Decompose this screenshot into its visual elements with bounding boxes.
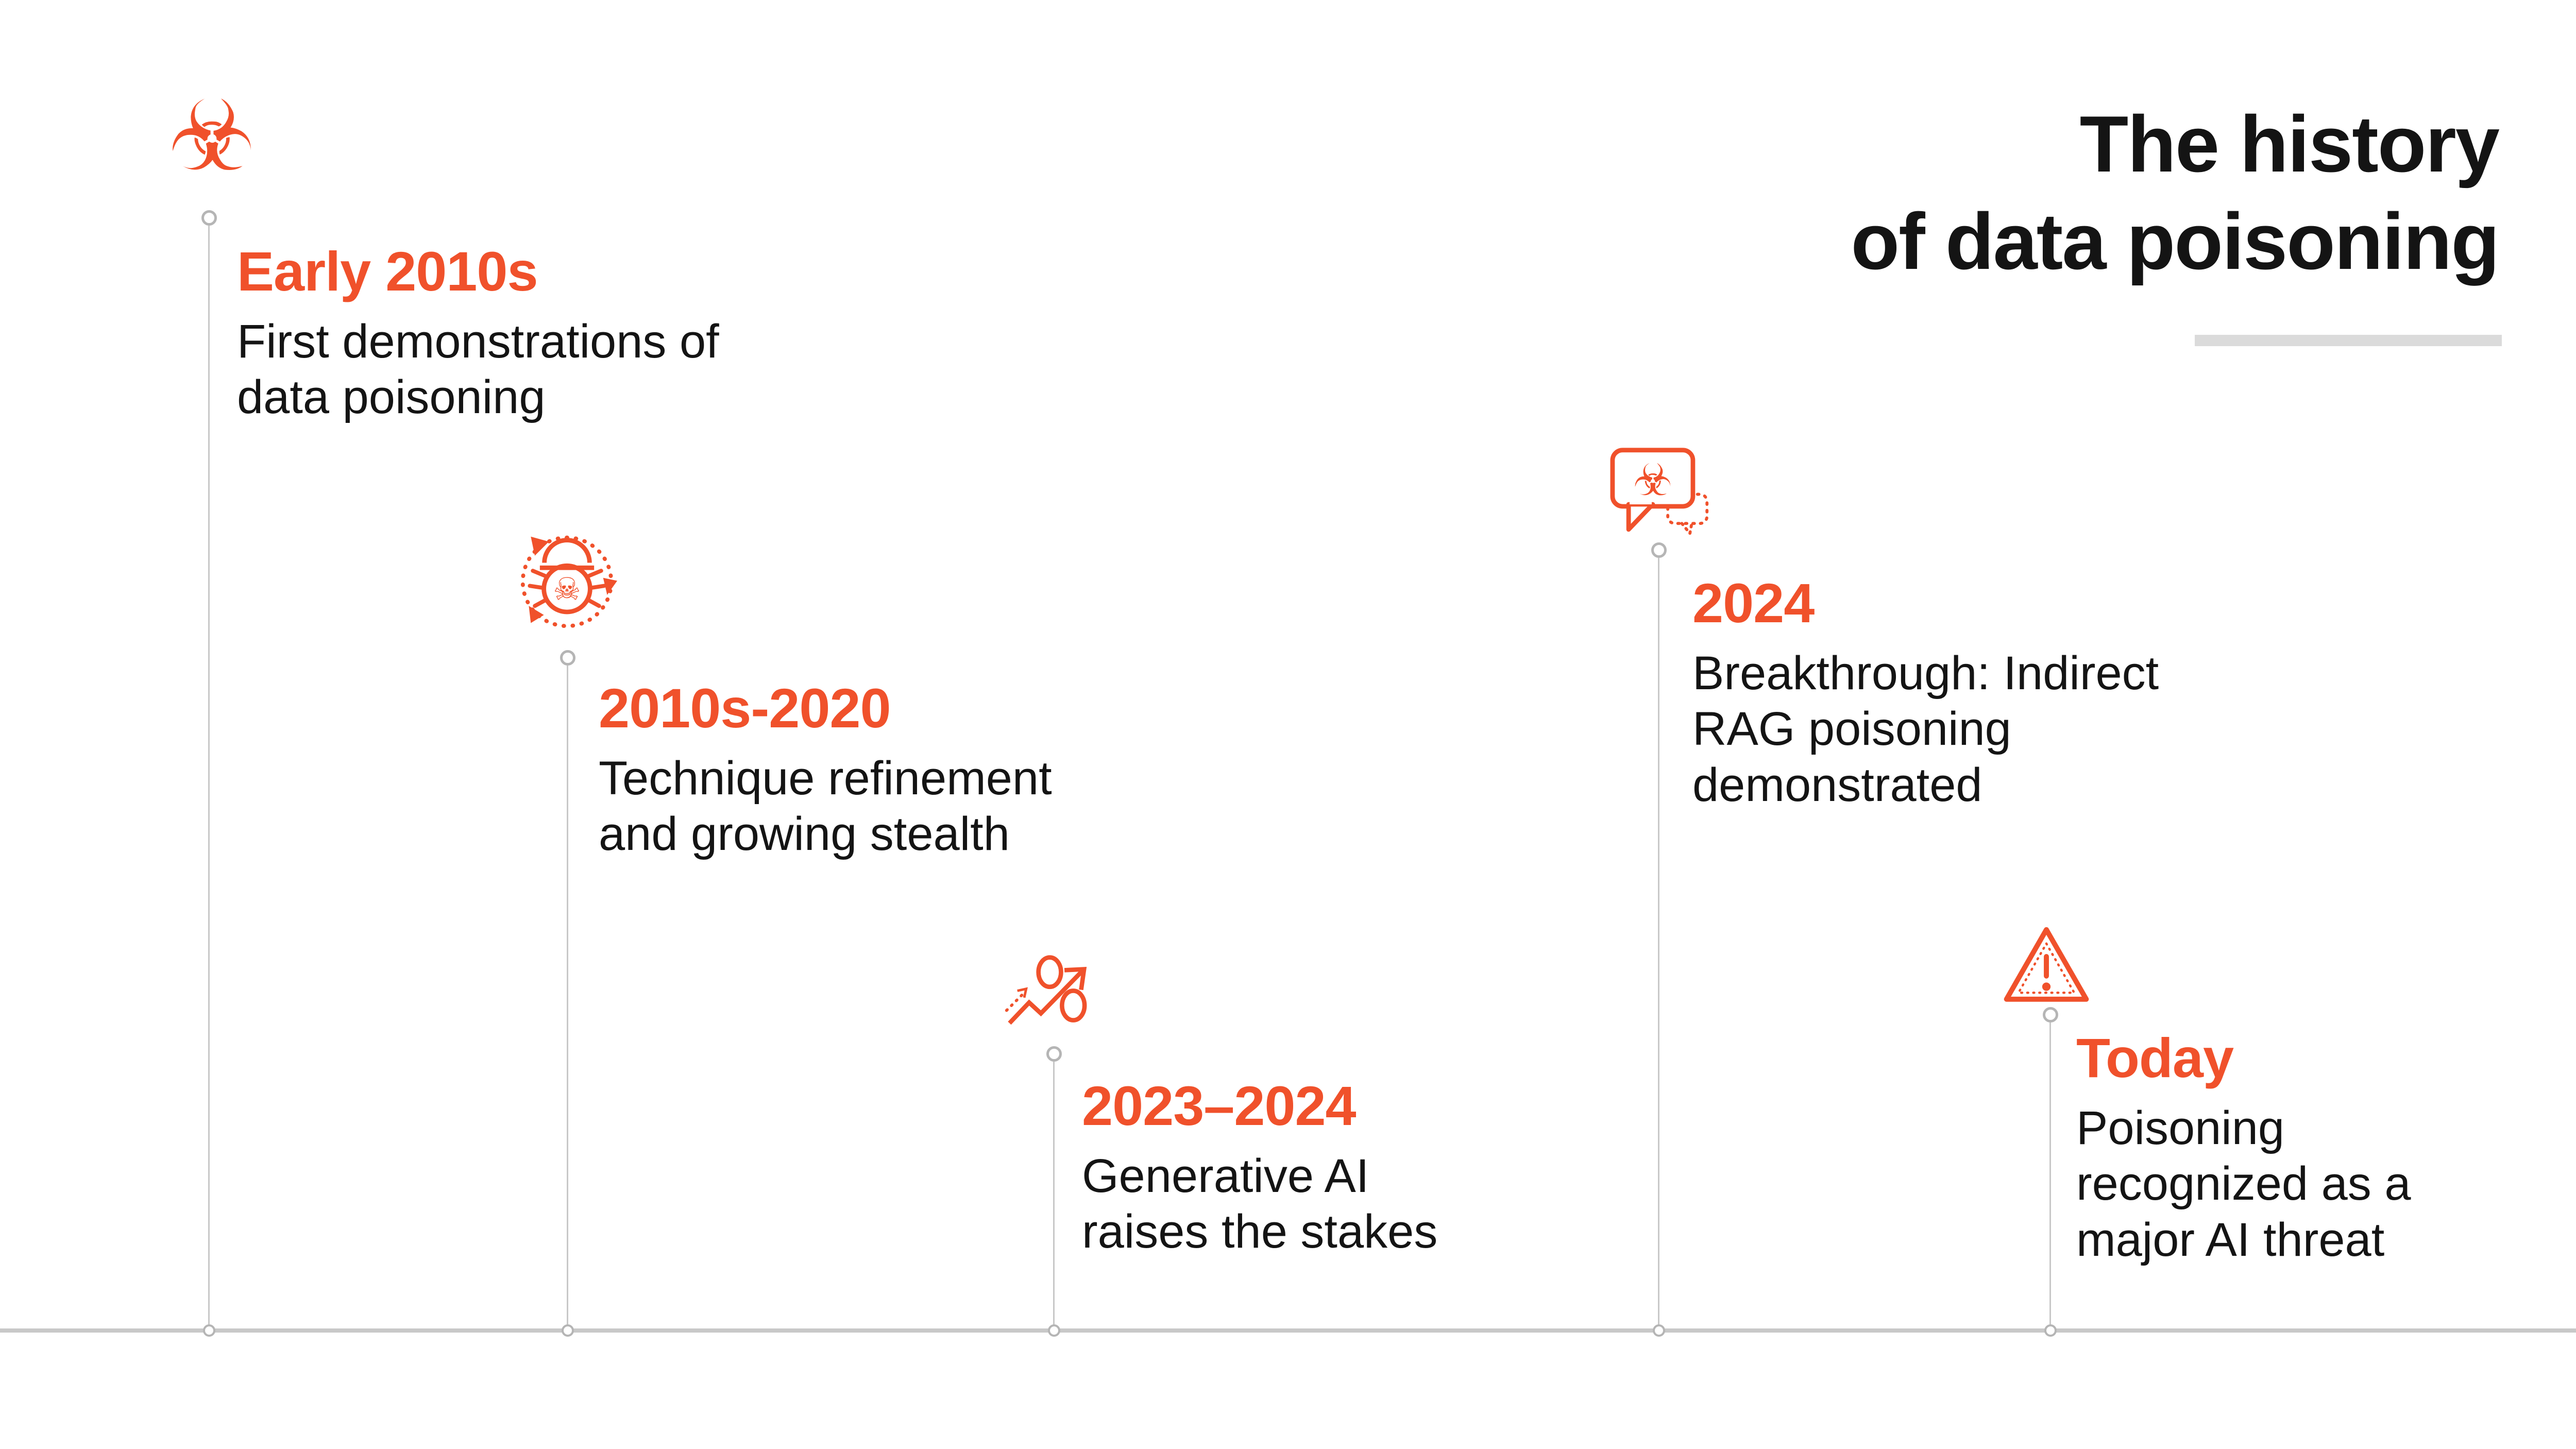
milestone-desc-line: and growing stealth bbox=[599, 808, 1010, 861]
milestone-desc-line: Breakthrough: Indirect bbox=[1692, 646, 2159, 700]
milestone-period: Today bbox=[2076, 1027, 2234, 1089]
title-underline-bar bbox=[2195, 335, 2502, 346]
page-title-line1: The history bbox=[2079, 99, 2500, 189]
milestone-node-1 bbox=[201, 210, 217, 226]
milestone-period: 2010s-2020 bbox=[599, 677, 891, 739]
warning-triangle-icon bbox=[2004, 927, 2089, 1002]
milestone-desc-line: recognized as a bbox=[2076, 1157, 2411, 1211]
baseline-node-3 bbox=[1048, 1324, 1060, 1337]
milestone-period: 2023–2024 bbox=[1082, 1075, 1357, 1137]
biohazard-icon: ☣ bbox=[167, 79, 256, 193]
milestone-node-4 bbox=[1651, 542, 1667, 558]
milestone-2023-2024: 2023–2024 Generative AI raises the stake… bbox=[1082, 1075, 1438, 1260]
timeline-stem-4 bbox=[1658, 558, 1659, 1331]
milestone-2024: 2024 Breakthrough: Indirect RAG poisonin… bbox=[1692, 572, 2159, 813]
skull-icon: ☠ bbox=[553, 572, 581, 608]
baseline-node-2 bbox=[562, 1324, 574, 1337]
milestone-today: Today Poisoning recognized as a major AI… bbox=[2076, 1027, 2411, 1268]
milestone-period: Early 2010s bbox=[237, 240, 538, 302]
malware-cycle-icon: ☠ bbox=[520, 535, 617, 628]
milestone-desc-line: major AI threat bbox=[2076, 1213, 2385, 1266]
milestone-node-2 bbox=[560, 650, 575, 666]
milestone-desc-line: First demonstrations of bbox=[237, 315, 719, 368]
timeline-stem-1 bbox=[208, 226, 210, 1331]
milestone-desc-line: raises the stakes bbox=[1082, 1205, 1438, 1258]
milestone-desc-line: Poisoning bbox=[2076, 1101, 2285, 1154]
timeline-stem-3 bbox=[1053, 1062, 1055, 1331]
biohazard-icon: ☣ bbox=[1633, 455, 1672, 506]
page-title-line2: of data poisoning bbox=[1851, 197, 2500, 286]
baseline-node-4 bbox=[1653, 1324, 1665, 1337]
milestone-node-3 bbox=[1046, 1046, 1062, 1062]
timeline-baseline bbox=[0, 1328, 2576, 1333]
milestone-desc-line: RAG poisoning bbox=[1692, 703, 2011, 756]
baseline-node-1 bbox=[203, 1324, 215, 1337]
milestone-desc-line: demonstrated bbox=[1692, 758, 1982, 811]
timeline-stem-5 bbox=[2049, 1022, 2051, 1331]
milestone-desc-line: Technique refinement bbox=[599, 752, 1052, 805]
milestone-desc-line: data poisoning bbox=[237, 371, 546, 424]
milestone-period: 2024 bbox=[1692, 572, 1815, 634]
milestone-node-5 bbox=[2043, 1007, 2058, 1022]
milestone-desc-line: Generative AI bbox=[1082, 1149, 1369, 1202]
growth-percent-icon bbox=[1005, 955, 1087, 1025]
page-title: The history of data poisoning bbox=[1851, 95, 2500, 290]
milestone-early-2010s: Early 2010s First demonstrations of data… bbox=[237, 241, 719, 425]
baseline-node-5 bbox=[2044, 1324, 2057, 1337]
rag-poisoning-bubble-icon: ☣ bbox=[1610, 448, 1709, 537]
milestone-2010s-2020: 2010s-2020 Technique refinement and grow… bbox=[599, 677, 1052, 862]
timeline-stem-2 bbox=[567, 666, 568, 1331]
